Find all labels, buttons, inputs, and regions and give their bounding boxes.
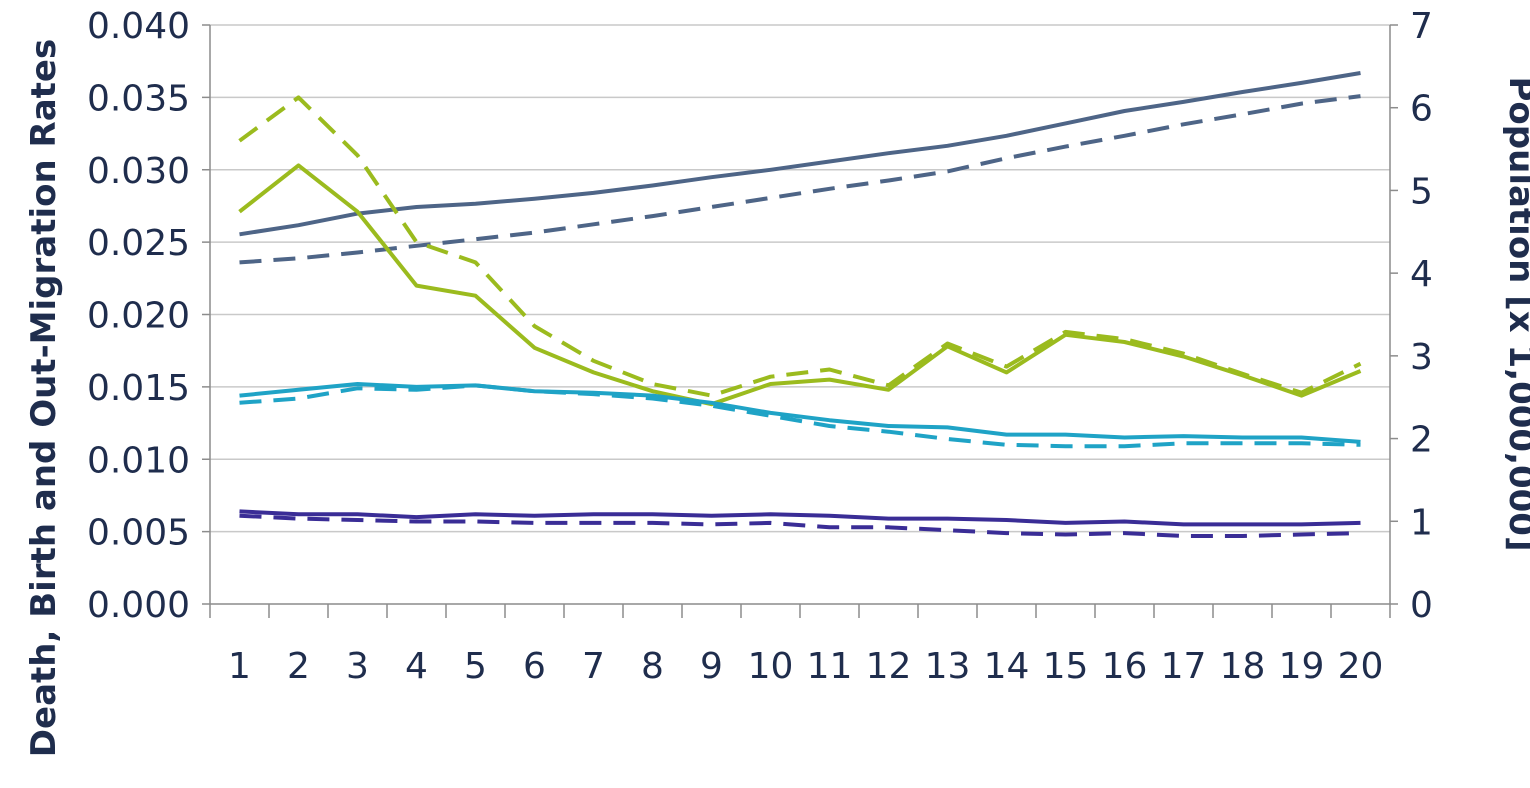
x-tick-label: 2 xyxy=(287,646,310,687)
series-line-pop_b xyxy=(239,94,1361,265)
series-line-pop_a xyxy=(239,71,1361,237)
series-line-death_b xyxy=(239,513,1361,538)
x-tick-label: 4 xyxy=(405,646,428,687)
x-tick-label: 15 xyxy=(1043,646,1089,687)
x-tick-label: 12 xyxy=(866,646,912,687)
x-tick-label: 11 xyxy=(807,646,853,687)
right-tick-label: 2 xyxy=(1410,420,1433,461)
left-tick-label: 0.035 xyxy=(87,78,190,119)
left-tick-label: 0.020 xyxy=(87,296,190,337)
right-axis-title: Population [x 1,000,000] xyxy=(1501,76,1530,551)
x-tick-label: 20 xyxy=(1338,646,1384,687)
x-tick-label: 7 xyxy=(582,646,605,687)
left-axis-tick-labels: 0.000 0.005 0.010 0.015 0.020 0.025 0.030 0.035… xyxy=(87,6,190,626)
left-tick-label: 0.000 xyxy=(87,585,190,626)
x-tick-label: 1 xyxy=(228,646,251,687)
right-tick-label: 0 xyxy=(1410,585,1433,626)
right-tick-label: 5 xyxy=(1410,171,1433,212)
series-line-out_a xyxy=(239,382,1361,444)
x-tick-label: 6 xyxy=(523,646,546,687)
left-axis-title: Death, Birth and Out-Migration Rates xyxy=(24,39,64,757)
right-tick-label: 3 xyxy=(1410,337,1433,378)
left-tick-label: 0.025 xyxy=(87,223,190,264)
left-tick-label: 0.015 xyxy=(87,368,190,409)
x-tick-label: 5 xyxy=(464,646,487,687)
series-lines xyxy=(238,71,1362,538)
x-tick-label: 13 xyxy=(925,646,971,687)
left-tick-label: 0.040 xyxy=(87,6,190,47)
series-line-birth_a xyxy=(238,163,1362,407)
series-line-death_a xyxy=(239,509,1361,527)
x-tick-label: 3 xyxy=(346,646,369,687)
right-tick-label: 1 xyxy=(1410,502,1433,543)
gridlines xyxy=(210,24,1390,533)
x-axis-tick-labels: 1 2 3 4 5 6 7 8 9 10 11 12 13 14 15 16 17 18 19 20 xyxy=(228,646,1383,687)
right-tick-label: 4 xyxy=(1410,254,1433,295)
x-tick-label: 16 xyxy=(1102,646,1148,687)
x-tick-label: 14 xyxy=(984,646,1030,687)
right-axis-tick-labels: 0 1 2 3 4 5 6 7 xyxy=(1410,6,1433,626)
left-tick-label: 0.010 xyxy=(87,440,190,481)
left-tick-label: 0.030 xyxy=(87,151,190,192)
x-tick-label: 8 xyxy=(641,646,664,687)
series-line-out_b xyxy=(239,383,1361,449)
x-tick-label: 9 xyxy=(700,646,723,687)
axes xyxy=(202,24,1398,618)
right-tick-label: 6 xyxy=(1410,89,1433,130)
left-tick-label: 0.005 xyxy=(87,513,190,554)
x-tick-label: 10 xyxy=(748,646,794,687)
x-tick-label: 18 xyxy=(1220,646,1266,687)
series-line-birth_b xyxy=(238,95,1362,398)
x-tick-label: 19 xyxy=(1279,646,1325,687)
right-tick-label: 7 xyxy=(1410,6,1433,47)
x-tick-label: 17 xyxy=(1161,646,1207,687)
